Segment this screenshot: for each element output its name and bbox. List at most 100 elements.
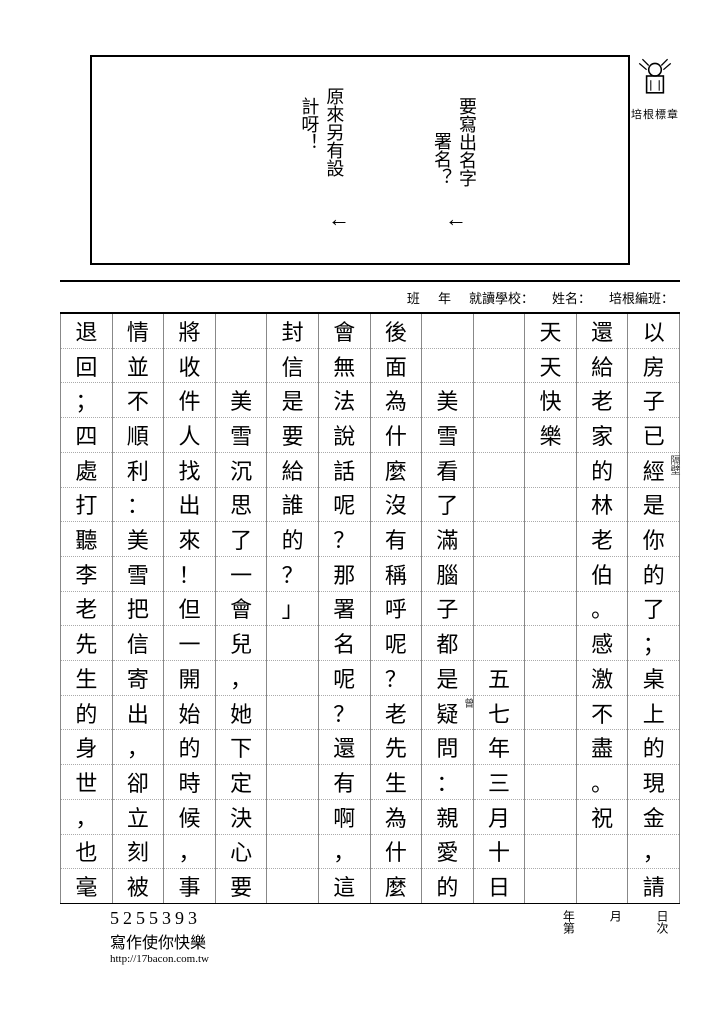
grid-cell <box>525 869 576 903</box>
grid-cell <box>474 557 525 592</box>
grid-cell: 經隔壁 <box>628 453 679 488</box>
grid-cell: 子 <box>628 383 679 418</box>
grid-cell: 雪 <box>216 418 267 453</box>
grid-cell: 了 <box>216 522 267 557</box>
school-field: 就讀學校： <box>469 288 534 307</box>
grid-cell: 五 <box>474 661 525 696</box>
grid-cell: 給 <box>267 453 318 488</box>
grid-cell: 封 <box>267 314 318 349</box>
grid-cell: 是 <box>422 661 473 696</box>
grid-cell: 兒 <box>216 626 267 661</box>
grid-cell: 有 <box>319 765 370 800</box>
grid-cell <box>577 869 628 903</box>
grid-cell: 給 <box>577 349 628 384</box>
footer-slogan: 寫作使你快樂 <box>110 929 209 953</box>
grid-cell: 沉 <box>216 453 267 488</box>
grid-column: 五七年三月十日 <box>473 314 525 903</box>
grid-cell <box>474 314 525 349</box>
grid-cell: 為 <box>371 800 422 835</box>
grid-cell: 房 <box>628 349 679 384</box>
grid-cell: 說 <box>319 418 370 453</box>
grid-cell: ， <box>164 835 215 870</box>
grid-column: 以房子已經隔壁是你的了；桌上的現金，請 <box>627 314 680 903</box>
grid-cell: 開 <box>164 661 215 696</box>
grid-cell: 什 <box>371 835 422 870</box>
grid-cell: 決 <box>216 800 267 835</box>
grid-cell: 的 <box>577 453 628 488</box>
grid-cell: 的 <box>628 557 679 592</box>
grade-field: 年 <box>438 288 451 307</box>
grid-cell: 利 <box>113 453 164 488</box>
grid-cell: 身 <box>61 730 112 765</box>
note-text: 署名？ <box>432 132 452 186</box>
arrow-icon: ↓ <box>444 217 470 228</box>
grid-cell: 四 <box>61 418 112 453</box>
grid-cell: 的 <box>422 869 473 903</box>
grid-cell <box>525 730 576 765</box>
grid-cell: 麼 <box>371 453 422 488</box>
classnum-field: 班 <box>407 288 420 307</box>
grid-cell: 也 <box>61 835 112 870</box>
grid-column: 後面為什麼沒有稱呼呢？老先生為什麼 <box>370 314 422 903</box>
grid-cell <box>216 349 267 384</box>
grid-cell <box>474 418 525 453</box>
grid-column: 天天快樂 <box>524 314 576 903</box>
grid-cell: 聽 <box>61 522 112 557</box>
grid-cell: 並 <box>113 349 164 384</box>
grid-cell: ？ <box>319 522 370 557</box>
grid-cell: 一 <box>164 626 215 661</box>
footer: 日次 月 年第 5255393 寫作使你快樂 http://17bacon.co… <box>60 908 680 958</box>
note-text: 計呀！ <box>299 97 319 151</box>
grid-cell: 你 <box>628 522 679 557</box>
grid-cell <box>525 557 576 592</box>
grid-cell: 天 <box>525 314 576 349</box>
grid-cell: 世 <box>61 765 112 800</box>
grid-cell: 快 <box>525 383 576 418</box>
grid-cell: 立 <box>113 800 164 835</box>
grid-cell: 現 <box>628 765 679 800</box>
footer-date-labels: 日次 月 年第 <box>560 910 670 934</box>
grid-cell: 的 <box>61 696 112 731</box>
header-strip: 培根編班： 姓名： 就讀學校： 年 班 <box>60 280 680 314</box>
grid-cell: 盡 <box>577 730 628 765</box>
grid-cell: 還 <box>577 314 628 349</box>
grid-cell: 親 <box>422 800 473 835</box>
grid-cell: ： <box>113 488 164 523</box>
grid-cell: 以 <box>628 314 679 349</box>
grid-cell: 了 <box>628 592 679 627</box>
grid-cell: 雪 <box>422 418 473 453</box>
grid-column: 會無法說話呢？那署名呢？還有啊，這 <box>318 314 370 903</box>
grid-cell: 伯 <box>577 557 628 592</box>
grid-cell: 但 <box>164 592 215 627</box>
grid-cell: 寄 <box>113 661 164 696</box>
grid-cell: 年 <box>474 730 525 765</box>
grid-column: 情並不順利：美雪把信寄出，卻立刻被 <box>112 314 164 903</box>
grid-cell: 收 <box>164 349 215 384</box>
grid-cell <box>525 765 576 800</box>
grid-cell: 都 <box>422 626 473 661</box>
grid-cell: 那 <box>319 557 370 592</box>
grid-cell: 。 <box>577 765 628 800</box>
grid-cell: 七 <box>474 696 525 731</box>
grid-cell: ？ <box>371 661 422 696</box>
grid-cell <box>525 626 576 661</box>
note-text: 原來另有設 <box>324 87 344 177</box>
cell-annotation: 隔壁 <box>666 455 681 475</box>
grid-column: 將收件人找出來！但一開始的時候，事 <box>163 314 215 903</box>
grid-cell: ！ <box>164 557 215 592</box>
grid-cell: 思 <box>216 488 267 523</box>
grid-cell: 來 <box>164 522 215 557</box>
grid-cell: 麼 <box>371 869 422 903</box>
grid-cell <box>267 869 318 903</box>
grid-cell: 件 <box>164 383 215 418</box>
grid-cell: ； <box>61 383 112 418</box>
grid-cell: 樂 <box>525 418 576 453</box>
grid-cell: 問 <box>422 730 473 765</box>
grid-cell: 不 <box>577 696 628 731</box>
grid-cell: 上 <box>628 696 679 731</box>
grid-cell: 是 <box>267 383 318 418</box>
grid-cell <box>267 661 318 696</box>
grid-cell: 激 <box>577 661 628 696</box>
grid-cell: 名 <box>319 626 370 661</box>
grid-cell: 出 <box>164 488 215 523</box>
